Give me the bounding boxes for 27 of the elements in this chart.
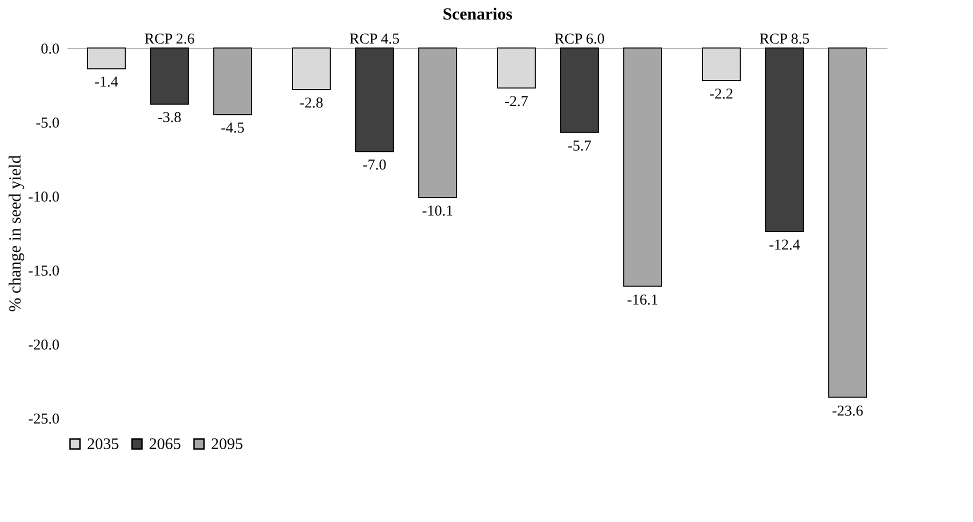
data-label: -7.0 — [362, 158, 386, 174]
data-label: -1.4 — [94, 74, 119, 91]
data-label: -5.7 — [568, 138, 592, 154]
data-label: -16.1 — [626, 292, 658, 308]
y-tick-label: 0.0 — [40, 42, 60, 58]
legend-label: 2035 — [87, 436, 119, 453]
data-label: -2.2 — [710, 86, 734, 103]
x-tick-label: RCP 4.5 — [349, 32, 400, 48]
data-label: -3.8 — [158, 110, 182, 126]
legend-label: 2065 — [149, 436, 181, 453]
x-tick-label: RCP 2.6 — [144, 32, 196, 48]
y-tick-label: -25.0 — [28, 412, 60, 428]
y-tick-label: -15.0 — [28, 264, 60, 280]
data-label: -12.4 — [768, 238, 801, 254]
legend-label: 2095 — [211, 436, 243, 453]
x-tick-label: RCP 8.5 — [759, 32, 810, 48]
y-tick-label: -10.0 — [28, 190, 60, 206]
data-label: -23.6 — [832, 403, 864, 420]
data-label: -4.5 — [220, 120, 244, 137]
data-label: -10.1 — [422, 203, 454, 220]
data-label: -2.7 — [504, 94, 529, 110]
y-tick-label: -20.0 — [28, 338, 60, 354]
x-axis-title: Scenarios — [442, 4, 513, 24]
data-label: -2.8 — [300, 95, 324, 112]
y-axis-title: % change in seed yield — [5, 154, 24, 312]
y-tick-label: -5.0 — [36, 116, 60, 132]
x-tick-label: RCP 6.0 — [554, 32, 605, 48]
